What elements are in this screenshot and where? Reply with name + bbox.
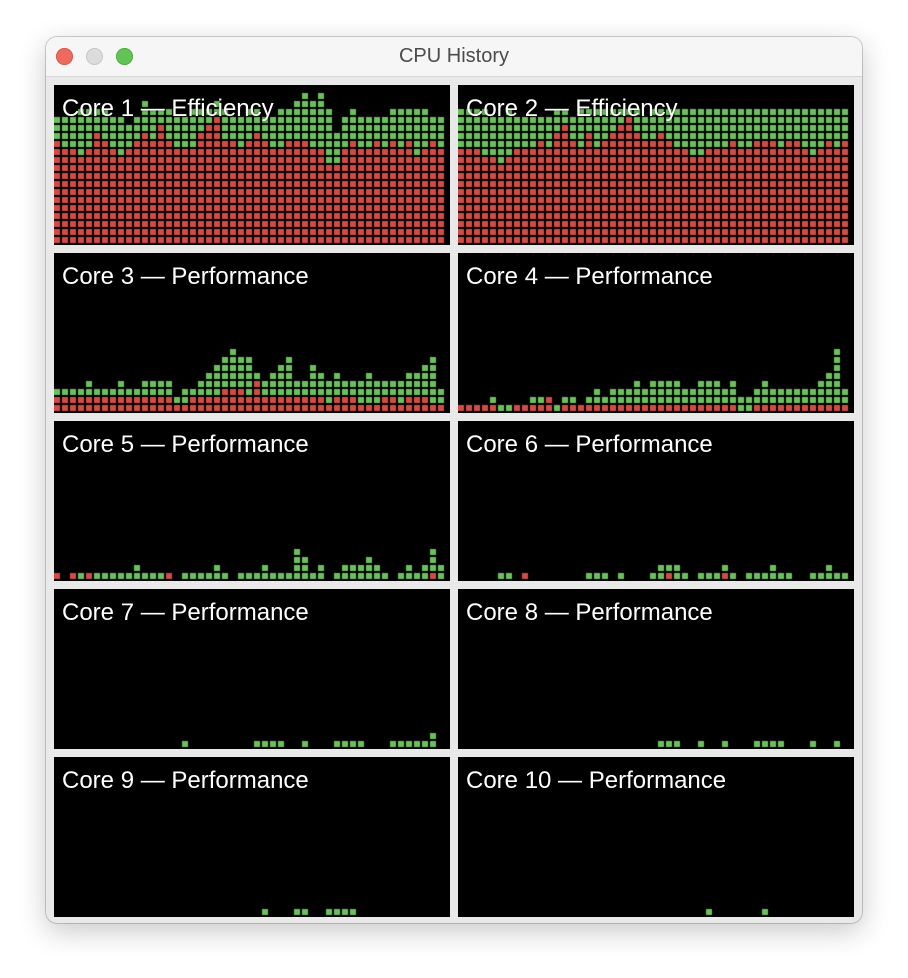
- core-10-label: Core 10 — Performance: [466, 767, 727, 794]
- core-2-panel: Core 2 — Efficiency: [458, 85, 854, 245]
- core-10-panel: Core 10 — Performance: [458, 757, 854, 917]
- core-8-label: Core 8 — Performance: [466, 599, 713, 626]
- core-6-usage-graph: [458, 421, 854, 581]
- core-8-usage-graph: [458, 589, 854, 749]
- core-1-panel: Core 1 — Efficiency: [54, 85, 450, 245]
- core-5-usage-graph: [54, 421, 450, 581]
- core-7-label: Core 7 — Performance: [62, 599, 309, 626]
- core-9-usage-graph: [54, 757, 450, 917]
- core-6-label: Core 6 — Performance: [466, 431, 713, 458]
- core-7-usage-graph: [54, 589, 450, 749]
- core-5-panel: Core 5 — Performance: [54, 421, 450, 581]
- core-4-label: Core 4 — Performance: [466, 263, 713, 290]
- core-3-label: Core 3 — Performance: [62, 263, 309, 290]
- core-3-panel: Core 3 — Performance: [54, 253, 450, 413]
- core-history-grid: Core 1 — Efficiency Core 2 — Efficiency …: [54, 85, 854, 917]
- core-1-label: Core 1 — Efficiency: [62, 95, 274, 122]
- core-6-panel: Core 6 — Performance: [458, 421, 854, 581]
- core-9-panel: Core 9 — Performance: [54, 757, 450, 917]
- window-title: CPU History: [398, 45, 509, 67]
- core-4-usage-graph: [458, 253, 854, 413]
- core-1-usage-graph: [54, 85, 450, 245]
- core-5-label: Core 5 — Performance: [62, 431, 309, 458]
- core-10-usage-graph: [458, 757, 854, 917]
- core-9-label: Core 9 — Performance: [62, 767, 309, 794]
- cpu-history-window: CPU History Core 1 — Efficiency Core 2 —…: [46, 37, 862, 923]
- close-button[interactable]: [56, 48, 73, 65]
- core-7-panel: Core 7 — Performance: [54, 589, 450, 749]
- core-4-panel: Core 4 — Performance: [458, 253, 854, 413]
- core-2-usage-graph: [458, 85, 854, 245]
- title-bar[interactable]: CPU History: [46, 37, 862, 77]
- zoom-button[interactable]: [116, 48, 133, 65]
- core-8-panel: Core 8 — Performance: [458, 589, 854, 749]
- minimize-button[interactable]: [86, 48, 103, 65]
- core-2-label: Core 2 — Efficiency: [466, 95, 678, 122]
- core-3-usage-graph: [54, 253, 450, 413]
